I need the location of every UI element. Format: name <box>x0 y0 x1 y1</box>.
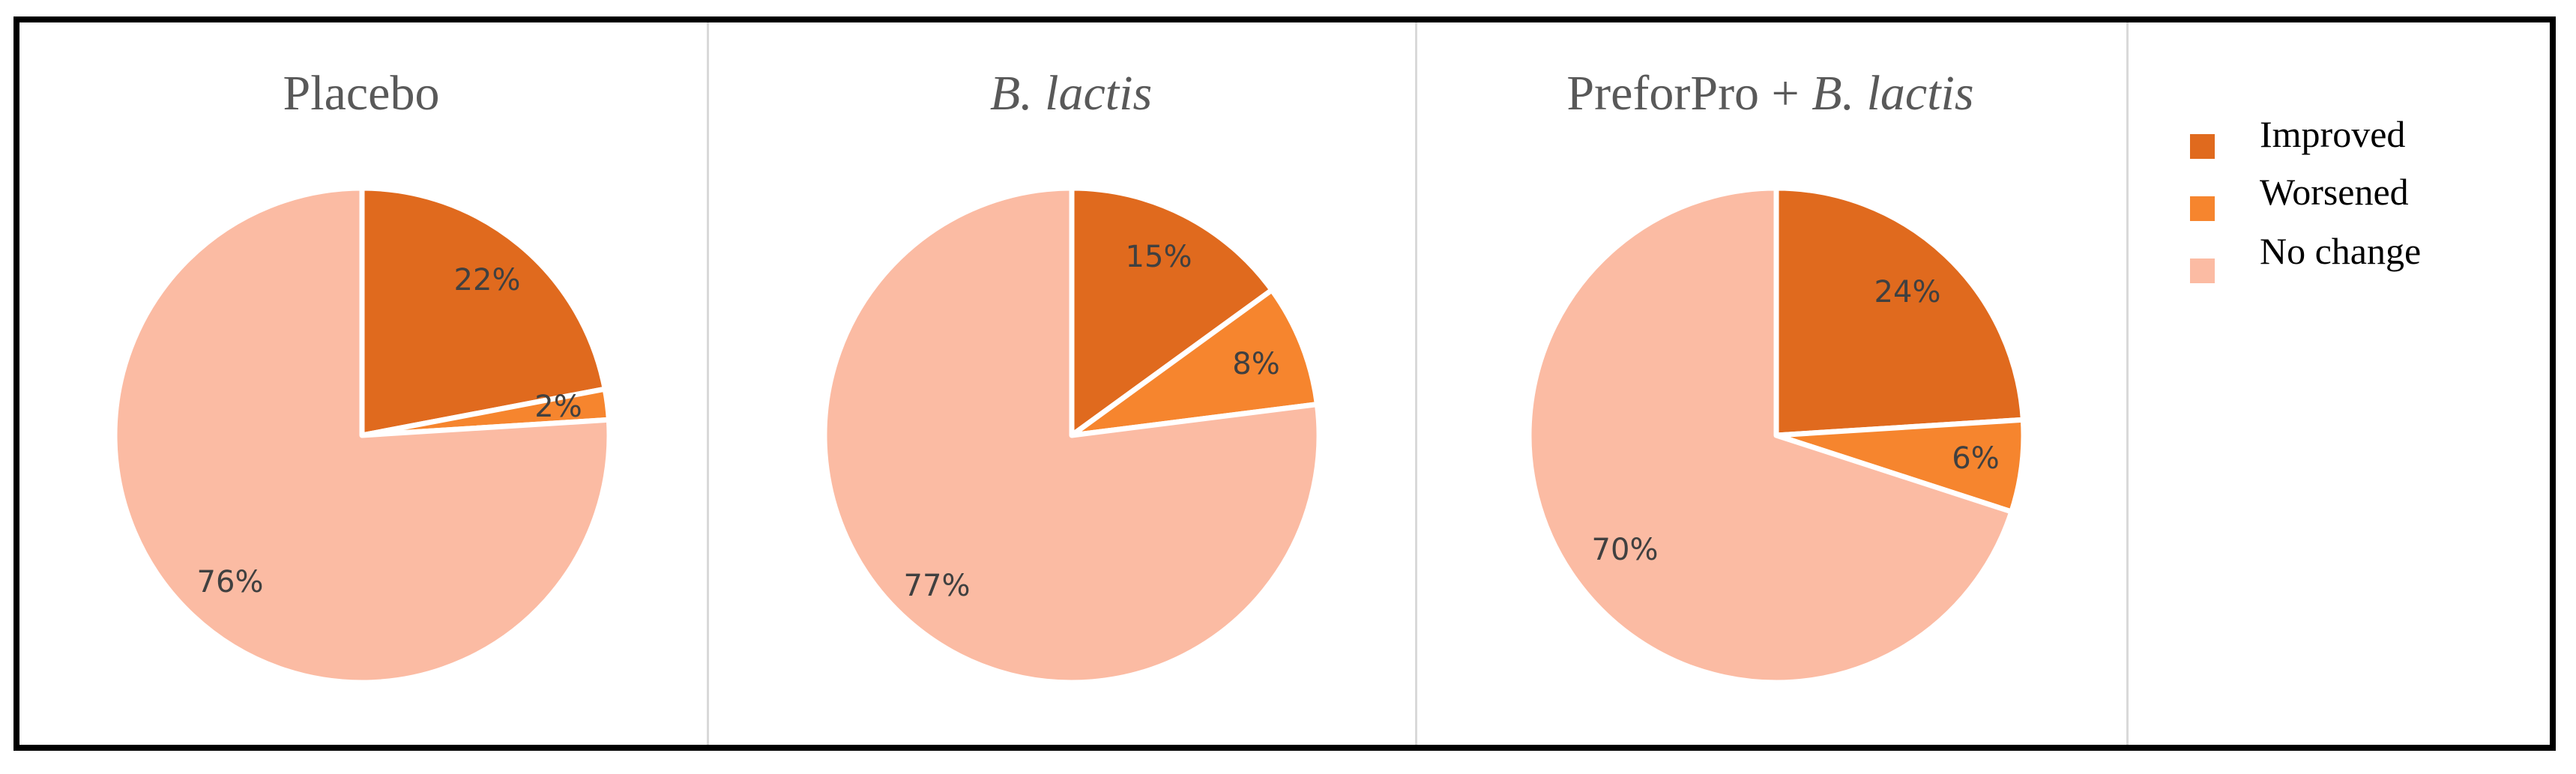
pie-slice-improved <box>1773 185 2026 438</box>
data-label-worsened: 2% <box>534 390 582 424</box>
panel-separator <box>1415 22 1417 745</box>
legend-label-improved: Improved <box>2260 113 2405 155</box>
legend-swatch-no-change <box>2190 258 2215 283</box>
data-label-improved: 22% <box>454 263 521 297</box>
data-label-improved: 24% <box>1874 275 1941 309</box>
pie-slice-improved <box>359 185 608 438</box>
pie-slice-improved <box>1069 185 1275 438</box>
chart-title-b-lactis: B. lactis <box>990 66 1152 121</box>
pie-slice-no-change <box>821 185 1322 686</box>
data-label-worsened: 8% <box>1232 347 1279 381</box>
data-label-worsened: 6% <box>1952 441 1999 476</box>
pie-slice-no-change <box>1526 185 2015 686</box>
data-label-improved: 15% <box>1126 240 1192 274</box>
legend: Improved Worsened No change <box>2190 113 2421 283</box>
pie-placebo: 22% 2% 76% <box>112 185 612 686</box>
panel-separator <box>707 22 709 745</box>
pie-b-lactis: 15% 8% 77% <box>821 185 1322 686</box>
chart-title-preforpro-b-lactis: PreforPro + B. lactis <box>1566 66 1973 121</box>
legend-swatch-improved <box>2190 134 2215 159</box>
pie-preforpro-b-lactis: 24% 6% 70% <box>1526 185 2027 686</box>
panel-separator <box>2126 22 2129 745</box>
data-label-no-change: 77% <box>904 569 971 603</box>
legend-swatch-worsened <box>2190 196 2215 221</box>
legend-label-worsened: Worsened <box>2260 171 2409 213</box>
data-label-no-change: 70% <box>1592 533 1659 567</box>
pie-slice-worsened <box>1069 287 1320 438</box>
chart-title-placebo: Placebo <box>283 66 440 121</box>
legend-label-no-change: No change <box>2260 230 2421 272</box>
data-label-no-change: 76% <box>197 565 264 599</box>
pie-slice-no-change <box>112 185 612 686</box>
